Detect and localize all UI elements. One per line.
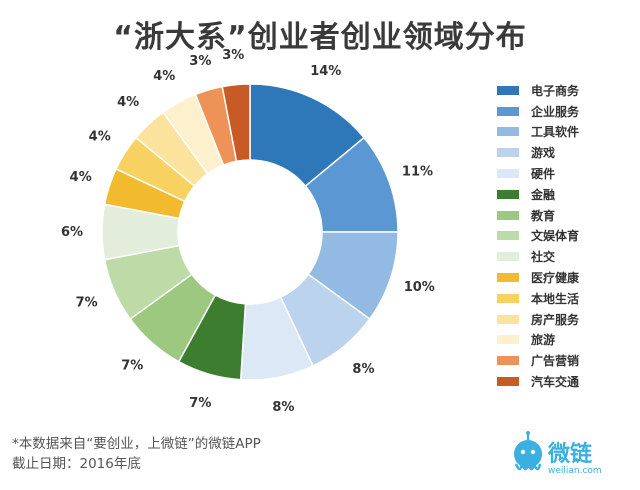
legend-item: 文娱体育 <box>497 226 637 247</box>
legend-swatch <box>497 127 519 137</box>
legend-label: 汽车交通 <box>531 375 580 390</box>
legend-label: 教育 <box>531 208 556 223</box>
legend-swatch <box>497 293 519 303</box>
slice-percent-label: 3% <box>222 48 244 63</box>
legend-swatch <box>497 231 519 241</box>
slice-percent-label: 8% <box>352 362 374 377</box>
slice-percent-label: 3% <box>189 54 211 69</box>
slice-percent-label: 11% <box>402 165 433 180</box>
legend-swatch <box>497 210 519 220</box>
legend-label: 游戏 <box>531 146 556 161</box>
legend-swatch <box>497 356 519 366</box>
chart-legend: 电子商务企业服务工具软件游戏硬件金融教育文娱体育社交医疗健康本地生活房产服务旅游… <box>497 80 637 392</box>
slice-percent-label: 7% <box>121 359 143 374</box>
slice-percent-label: 4% <box>89 130 111 145</box>
slice-percent-label: 6% <box>61 225 83 240</box>
legend-label: 工具软件 <box>531 125 580 140</box>
legend-swatch <box>497 189 519 199</box>
slice-percent-label: 4% <box>153 69 175 84</box>
legend-item: 医疗健康 <box>497 267 637 288</box>
legend-label: 金融 <box>531 187 556 202</box>
legend-label: 社交 <box>531 250 556 265</box>
legend-item: 游戏 <box>497 142 637 163</box>
legend-item: 硬件 <box>497 163 637 184</box>
legend-label: 旅游 <box>531 333 556 348</box>
legend-label: 医疗健康 <box>531 271 580 286</box>
footnote: *本数据来自“要创业，上微链”的微链APP 截止日期：2016年底 <box>12 434 261 474</box>
donut-slice-15 <box>221 83 251 163</box>
slice-percent-label: 4% <box>70 170 92 185</box>
legend-label: 硬件 <box>531 167 556 182</box>
slice-percent-label: 10% <box>404 280 435 295</box>
legend-swatch <box>497 85 519 95</box>
legend-swatch <box>497 377 519 387</box>
legend-item: 电子商务 <box>497 80 637 101</box>
legend-label: 广告营销 <box>531 354 580 369</box>
legend-swatch <box>497 148 519 158</box>
logo-url: weilian.com <box>548 466 602 476</box>
legend-swatch <box>497 169 519 179</box>
legend-label: 电子商务 <box>531 83 580 98</box>
legend-swatch <box>497 106 519 116</box>
legend-item: 工具软件 <box>497 122 637 143</box>
slice-percent-label: 7% <box>189 396 211 411</box>
weilian-logo-icon <box>514 431 542 471</box>
legend-item: 企业服务 <box>497 101 637 122</box>
slice-percent-label: 8% <box>272 400 294 415</box>
donut-chart: 14% 11% 10% 8% 8% 7% 7% 7% 6% 4% 4% 4% 4% 3% 3% <box>61 48 435 415</box>
legend-item: 社交 <box>497 246 637 267</box>
legend-label: 企业服务 <box>531 104 580 119</box>
legend-label: 房产服务 <box>531 312 580 327</box>
slice-percent-label: 14% <box>310 64 341 79</box>
legend-swatch <box>497 252 519 262</box>
legend-label: 文娱体育 <box>531 229 580 244</box>
legend-item: 教育 <box>497 205 637 226</box>
slice-percent-label: 4% <box>117 95 139 110</box>
chart-title: “浙大系”创业者创业领域分布 <box>113 20 527 55</box>
logo-name: 微链 <box>548 442 593 467</box>
legend-swatch <box>497 273 519 283</box>
footnote-source: *本数据来自“要创业，上微链”的微链APP <box>12 436 261 452</box>
legend-item: 汽车交通 <box>497 371 637 392</box>
legend-item: 广告营销 <box>497 350 637 371</box>
footnote-date: 截止日期：2016年底 <box>12 456 141 472</box>
legend-item: 本地生活 <box>497 288 637 309</box>
legend-item: 金融 <box>497 184 637 205</box>
slice-percent-label: 7% <box>76 296 98 311</box>
legend-label: 本地生活 <box>531 291 580 306</box>
legend-item: 旅游 <box>497 330 637 351</box>
legend-swatch <box>497 335 519 345</box>
legend-swatch <box>497 314 519 324</box>
legend-item: 房产服务 <box>497 309 637 330</box>
